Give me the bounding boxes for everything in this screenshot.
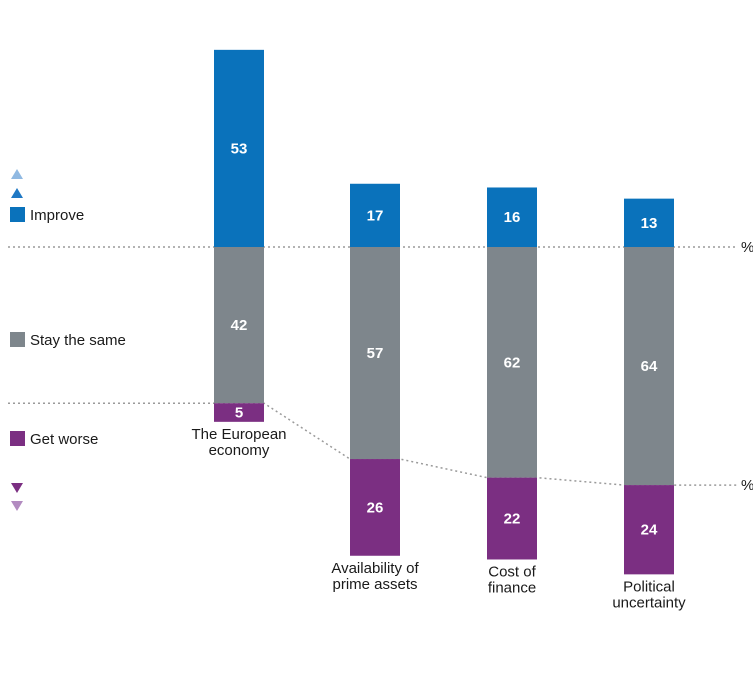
- bar-value-label: 24: [641, 522, 658, 539]
- legend-label: Get worse: [30, 431, 98, 448]
- bar-get-worse-0: [214, 403, 264, 422]
- bar-value-label: 53: [231, 140, 248, 157]
- bar-value-label: 13: [641, 215, 658, 232]
- bar-label-group: 53 42 5 17 57 26 16 62 22 13 64 24: [231, 140, 658, 538]
- legend-label: Stay the same: [30, 332, 126, 349]
- bar-group: [214, 49, 674, 575]
- category-label: prime assets: [332, 576, 417, 593]
- bar-improve-3: [624, 198, 674, 247]
- bar-value-label: 62: [504, 354, 521, 371]
- bar-stay-the-same-0: [214, 247, 264, 404]
- category-label: finance: [488, 579, 536, 596]
- bar-value-label: 22: [504, 511, 521, 528]
- worse-boundary-line: [8, 402, 738, 486]
- legend-swatch: [10, 431, 25, 446]
- bar-get-worse-1: [350, 459, 400, 556]
- category-label: Political: [623, 578, 675, 595]
- bar-value-label: 57: [367, 345, 384, 362]
- arrow-down-icon: [11, 483, 23, 493]
- bar-value-label: 42: [231, 317, 248, 334]
- percent-marker: %: [741, 477, 753, 494]
- category-label: economy: [209, 442, 270, 459]
- category-label: uncertainty: [612, 594, 686, 611]
- arrow-up-light-icon: [11, 169, 23, 179]
- legend-label: Improve: [30, 207, 84, 224]
- category-label: Cost of: [488, 563, 536, 580]
- legend-swatch: [10, 332, 25, 347]
- bar-value-label: 16: [504, 209, 521, 226]
- bar-value-label: 64: [641, 358, 658, 375]
- bar-value-label: 17: [367, 207, 384, 224]
- bar-value-label: 5: [235, 405, 243, 422]
- bar-stay-the-same-1: [350, 247, 400, 460]
- bar-improve-2: [487, 187, 537, 247]
- bar-stay-the-same-2: [487, 247, 537, 478]
- bar-improve-1: [350, 183, 400, 247]
- legend: Improve Stay the same Get worse: [10, 169, 126, 511]
- bar-improve-0: [214, 49, 264, 248]
- bar-stay-the-same-3: [624, 247, 674, 486]
- arrow-up-icon: [11, 188, 23, 198]
- legend-swatch: [10, 207, 25, 222]
- category-label: Availability of: [331, 560, 419, 577]
- bar-get-worse-2: [487, 477, 537, 560]
- bar-value-label: 26: [367, 499, 384, 516]
- category-label: The European: [191, 426, 286, 443]
- percent-marker: %: [741, 239, 753, 256]
- bar-get-worse-3: [624, 485, 674, 575]
- arrow-down-light-icon: [11, 501, 23, 511]
